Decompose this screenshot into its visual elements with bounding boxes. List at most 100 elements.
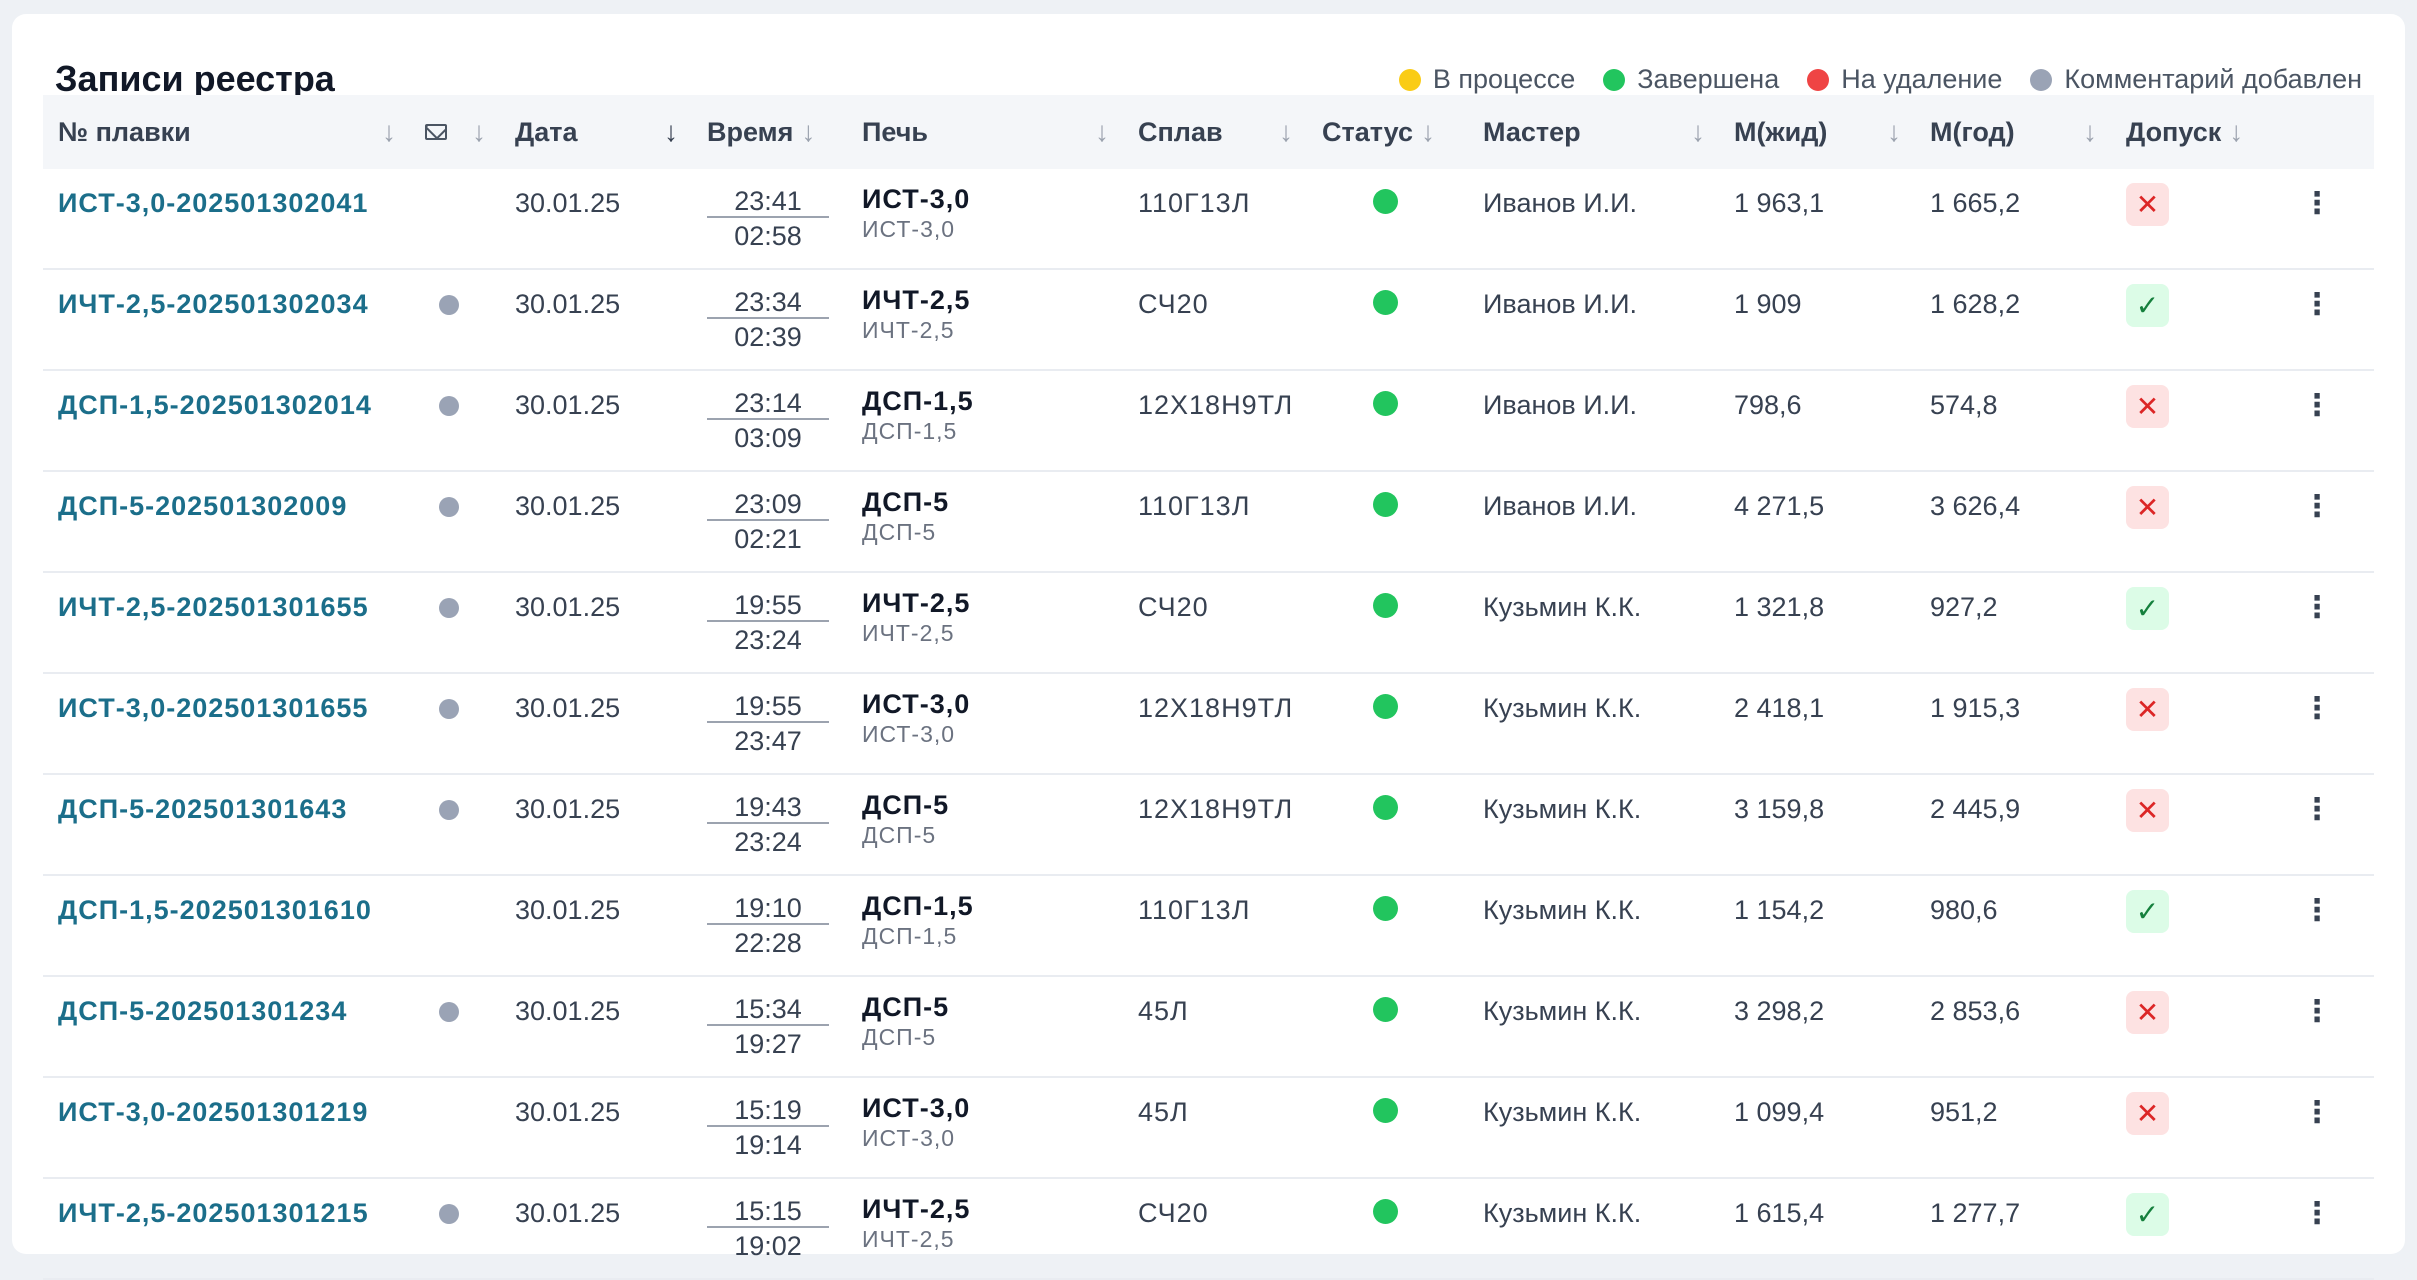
- col-header-splav[interactable]: Сплав ↓: [1138, 116, 1293, 147]
- table-row[interactable]: ИЧТ-2,5-202501301655 30.01.25 19:55 23:24…: [43, 572, 2374, 673]
- more-vertical-icon[interactable]: ⋮: [2302, 490, 2332, 523]
- table-row[interactable]: ДСП-5-202501301643 30.01.25 19:43 23:24 Д…: [43, 774, 2374, 875]
- status-cell: [1307, 875, 1468, 976]
- col-header-status[interactable]: Статус ↓: [1322, 116, 1435, 147]
- registry-table: № плавки ↓ ↓ Дата ↓ Время ↓ Печь ↓ Сплав ↓ Ст…: [43, 95, 2374, 1280]
- x-icon[interactable]: ✕: [2126, 789, 2169, 832]
- x-icon[interactable]: ✕: [2126, 1092, 2169, 1135]
- more-vertical-icon[interactable]: ⋮: [2302, 692, 2332, 725]
- check-icon[interactable]: ✓: [2126, 1193, 2169, 1236]
- splav-cell: 45Л: [1123, 976, 1307, 1077]
- row-menu[interactable]: ⋮: [2265, 370, 2374, 471]
- plavka-link[interactable]: ИЧТ-2,5-202501301655: [58, 592, 369, 622]
- more-vertical-icon[interactable]: ⋮: [2302, 389, 2332, 422]
- plavka-link[interactable]: ИСТ-3,0-202501301655: [58, 693, 369, 723]
- arrow-down-icon[interactable]: ↓: [1279, 116, 1293, 147]
- mgod-cell: 1 915,3: [1915, 673, 2111, 774]
- plavka-link[interactable]: ДСП-1,5-202501301610: [58, 895, 372, 925]
- more-vertical-icon[interactable]: ⋮: [2302, 1096, 2332, 1129]
- mzhid-cell: 1 099,4: [1719, 1077, 1915, 1178]
- more-vertical-icon[interactable]: ⋮: [2302, 995, 2332, 1028]
- master-value: Кузьмин К.К.: [1483, 895, 1642, 925]
- row-menu[interactable]: ⋮: [2265, 1178, 2374, 1279]
- table-row[interactable]: ДСП-5-202501301234 30.01.25 15:34 19:27 Д…: [43, 976, 2374, 1077]
- arrow-down-icon[interactable]: ↓: [1887, 116, 1901, 147]
- plavka-link[interactable]: ИЧТ-2,5-202501301215: [58, 1198, 369, 1228]
- more-vertical-icon[interactable]: ⋮: [2302, 793, 2332, 826]
- arrow-down-icon[interactable]: ↓: [382, 116, 396, 147]
- arrow-down-icon[interactable]: ↓: [1691, 116, 1705, 147]
- date-value: 30.01.25: [515, 895, 621, 925]
- row-menu[interactable]: ⋮: [2265, 572, 2374, 673]
- table-row[interactable]: ИСТ-3,0-202501301219 30.01.25 15:19 19:14…: [43, 1077, 2374, 1178]
- pech-name: ИЧТ-2,5: [862, 588, 971, 618]
- arrow-down-icon[interactable]: ↓: [2083, 116, 2097, 147]
- col-header-dopusk[interactable]: Допуск ↓: [2126, 116, 2244, 147]
- splav-cell: 12Х18Н9ТЛ: [1123, 370, 1307, 471]
- col-header-comment[interactable]: ↓: [410, 95, 500, 169]
- mzhid-value: 1 154,2: [1734, 895, 1825, 925]
- arrow-down-icon[interactable]: ↓: [801, 116, 816, 147]
- plavka-link[interactable]: ИЧТ-2,5-202501302034: [58, 289, 369, 319]
- row-menu[interactable]: ⋮: [2265, 875, 2374, 976]
- master-value: Иванов И.И.: [1483, 491, 1638, 521]
- table-row[interactable]: ИЧТ-2,5-202501302034 30.01.25 23:34 02:39…: [43, 269, 2374, 370]
- splav-cell: 45Л: [1123, 1077, 1307, 1178]
- row-menu[interactable]: ⋮: [2265, 471, 2374, 572]
- more-vertical-icon[interactable]: ⋮: [2302, 187, 2332, 220]
- row-menu[interactable]: ⋮: [2265, 269, 2374, 370]
- table-row[interactable]: ДСП-1,5-202501301610 30.01.25 19:10 22:28…: [43, 875, 2374, 976]
- check-icon[interactable]: ✓: [2126, 890, 2169, 933]
- more-vertical-icon[interactable]: ⋮: [2302, 591, 2332, 624]
- col-header-mgod[interactable]: М(год) ↓: [1930, 116, 2097, 147]
- mzhid-cell: 3 159,8: [1719, 774, 1915, 875]
- x-icon[interactable]: ✕: [2126, 385, 2169, 428]
- x-icon[interactable]: ✕: [2126, 991, 2169, 1034]
- master-value: Кузьмин К.К.: [1483, 1097, 1642, 1127]
- row-menu[interactable]: ⋮: [2265, 169, 2374, 269]
- pech-subtitle: ИЧТ-2,5: [862, 620, 955, 646]
- more-vertical-icon[interactable]: ⋮: [2302, 894, 2332, 927]
- col-header-time[interactable]: Время ↓: [707, 116, 816, 147]
- arrow-down-icon[interactable]: ↓: [664, 116, 678, 147]
- status-cell: [1307, 572, 1468, 673]
- arrow-down-icon[interactable]: ↓: [472, 116, 486, 147]
- row-menu[interactable]: ⋮: [2265, 976, 2374, 1077]
- table-row[interactable]: ИСТ-3,0-202501301655 30.01.25 19:55 23:47…: [43, 673, 2374, 774]
- arrow-down-icon[interactable]: ↓: [1421, 116, 1435, 147]
- row-menu[interactable]: ⋮: [2265, 774, 2374, 875]
- pech-cell: ИСТ-3,0 ИСТ-3,0: [847, 169, 1123, 269]
- plavka-link[interactable]: ДСП-5-202501301234: [58, 996, 348, 1026]
- legend-item-deletion: На удаление: [1807, 64, 2002, 95]
- col-header-plavka[interactable]: № плавки ↓: [58, 116, 396, 147]
- plavka-link[interactable]: ДСП-1,5-202501302014: [58, 390, 372, 420]
- x-icon[interactable]: ✕: [2126, 688, 2169, 731]
- plavka-link[interactable]: ИСТ-3,0-202501302041: [58, 188, 369, 218]
- mgod-cell: 1 277,7: [1915, 1178, 2111, 1279]
- plavka-cell: ДСП-1,5-202501301610: [43, 875, 410, 976]
- table-row[interactable]: ДСП-1,5-202501302014 30.01.25 23:14 03:09…: [43, 370, 2374, 471]
- plavka-link[interactable]: ИСТ-3,0-202501301219: [58, 1097, 369, 1127]
- date-value: 30.01.25: [515, 188, 621, 218]
- more-vertical-icon[interactable]: ⋮: [2302, 1197, 2332, 1230]
- arrow-down-icon[interactable]: ↓: [2229, 116, 2244, 147]
- plavka-link[interactable]: ДСП-5-202501302009: [58, 491, 348, 521]
- table-row[interactable]: ИЧТ-2,5-202501301215 30.01.25 15:15 19:02…: [43, 1178, 2374, 1279]
- col-header-pech[interactable]: Печь ↓: [862, 116, 1109, 147]
- check-icon[interactable]: ✓: [2126, 587, 2169, 630]
- x-icon[interactable]: ✕: [2126, 183, 2169, 226]
- col-header-mzhid[interactable]: М(жид) ↓: [1734, 116, 1901, 147]
- x-icon[interactable]: ✕: [2126, 486, 2169, 529]
- more-vertical-icon[interactable]: ⋮: [2302, 288, 2332, 321]
- table-row[interactable]: ИСТ-3,0-202501302041 30.01.25 23:41 02:58…: [43, 169, 2374, 269]
- col-header-master[interactable]: Мастер ↓: [1483, 116, 1705, 147]
- pech-subtitle: ДСП-1,5: [862, 923, 958, 949]
- col-header-date[interactable]: Дата ↓: [515, 116, 678, 147]
- plavka-link[interactable]: ДСП-5-202501301643: [58, 794, 348, 824]
- mzhid-cell: 798,6: [1719, 370, 1915, 471]
- arrow-down-icon[interactable]: ↓: [1095, 116, 1109, 147]
- row-menu[interactable]: ⋮: [2265, 673, 2374, 774]
- table-row[interactable]: ДСП-5-202501302009 30.01.25 23:09 02:21 Д…: [43, 471, 2374, 572]
- check-icon[interactable]: ✓: [2126, 284, 2169, 327]
- row-menu[interactable]: ⋮: [2265, 1077, 2374, 1178]
